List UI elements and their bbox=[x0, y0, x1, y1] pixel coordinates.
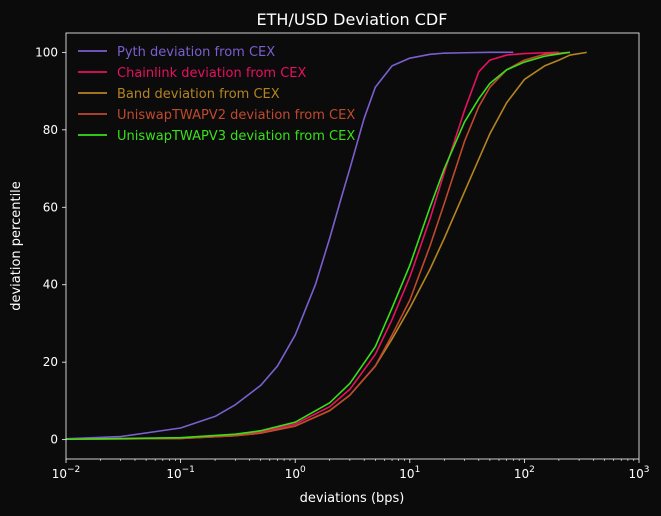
y-axis-label: deviation percentile bbox=[9, 181, 24, 311]
y-tick-label: 80 bbox=[43, 123, 58, 137]
x-tick-label: 102 bbox=[514, 465, 535, 481]
chart-title: ETH/USD Deviation CDF bbox=[257, 10, 448, 29]
y-tick-label: 40 bbox=[43, 278, 58, 292]
series-line-1 bbox=[65, 51, 559, 441]
x-tick-label: 10−2 bbox=[52, 465, 81, 481]
x-axis-label: deviations (bps) bbox=[300, 491, 405, 506]
x-tick-label: 103 bbox=[628, 465, 649, 481]
y-axis: 0 20 40 60 80 100 bbox=[35, 45, 66, 447]
plot-frame bbox=[65, 32, 640, 460]
y-tick-label: 0 bbox=[50, 433, 58, 447]
series-layer bbox=[65, 51, 587, 441]
y-tick-label: 20 bbox=[43, 355, 58, 369]
series-line-4 bbox=[65, 51, 571, 441]
y-tick-label: 100 bbox=[35, 45, 58, 59]
series-line-0 bbox=[65, 51, 514, 440]
legend-label-1: Chainlink deviation from CEX bbox=[117, 66, 306, 81]
legend: Pyth deviation from CEX Chainlink deviati… bbox=[78, 45, 355, 144]
legend-label-3: UniswapTWAPV2 deviation from CEX bbox=[117, 108, 355, 123]
x-axis: 10−2 10−1 100 101 102 103 bbox=[52, 459, 650, 481]
x-tick-label: 10−1 bbox=[166, 465, 195, 481]
x-tick-label: 101 bbox=[399, 465, 420, 481]
legend-label-2: Band deviation from CEX bbox=[117, 87, 280, 102]
legend-label-0: Pyth deviation from CEX bbox=[117, 45, 275, 60]
legend-label-4: UniswapTWAPV3 deviation from CEX bbox=[117, 129, 355, 144]
y-tick-label: 60 bbox=[43, 200, 58, 214]
x-tick-label: 100 bbox=[285, 465, 306, 481]
